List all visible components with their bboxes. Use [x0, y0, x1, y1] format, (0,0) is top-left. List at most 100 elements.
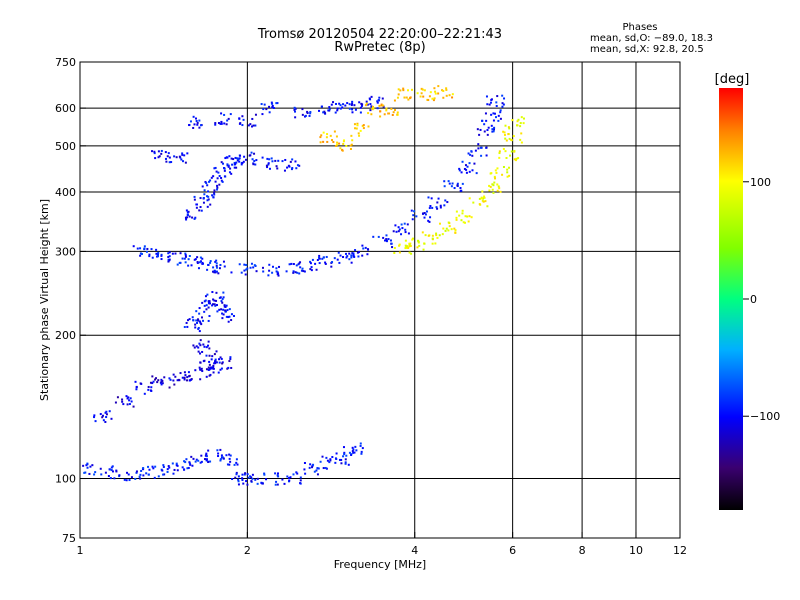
data-point: [160, 258, 163, 261]
data-point: [404, 247, 407, 250]
data-point: [183, 154, 186, 157]
data-point: [473, 162, 476, 165]
data-point: [368, 97, 371, 100]
data-point: [202, 319, 205, 322]
data-point: [398, 243, 401, 246]
data-point: [179, 252, 182, 255]
data-point: [271, 265, 274, 268]
data-point: [184, 461, 187, 464]
data-point: [417, 239, 420, 242]
data-point: [442, 96, 445, 99]
data-point: [223, 167, 226, 170]
data-point: [464, 215, 467, 218]
data-point: [323, 111, 326, 114]
data-point: [228, 453, 231, 456]
data-point: [220, 176, 223, 179]
data-point: [190, 378, 193, 381]
data-point: [184, 252, 187, 255]
data-point: [216, 449, 219, 452]
data-point: [200, 316, 203, 319]
data-point: [322, 131, 325, 134]
data-point: [228, 308, 231, 311]
data-point: [443, 180, 446, 183]
data-point: [268, 263, 271, 266]
data-point: [315, 469, 318, 472]
data-point: [191, 316, 194, 319]
data-point: [220, 367, 223, 370]
data-point: [219, 448, 222, 451]
data-point: [171, 462, 174, 465]
data-point: [172, 373, 175, 376]
data-point: [506, 171, 509, 174]
data-point: [212, 371, 215, 374]
data-point: [190, 455, 193, 458]
data-point: [198, 261, 201, 264]
data-point: [318, 254, 321, 257]
data-point: [291, 166, 294, 169]
data-point: [408, 245, 411, 248]
data-point: [312, 463, 315, 466]
data-point: [245, 268, 248, 271]
data-point: [219, 459, 222, 462]
data-point: [364, 104, 367, 107]
data-point: [127, 473, 130, 476]
data-point: [83, 471, 86, 474]
data-point: [88, 472, 91, 475]
data-point: [295, 264, 298, 267]
data-point: [205, 182, 208, 185]
data-point: [214, 180, 217, 183]
data-point: [272, 107, 275, 110]
data-point: [172, 379, 175, 382]
data-point: [299, 479, 302, 482]
data-point: [490, 124, 493, 127]
data-point: [237, 158, 240, 161]
data-point: [234, 156, 237, 159]
data-point: [451, 93, 454, 96]
data-point: [210, 366, 213, 369]
data-point: [377, 99, 380, 102]
data-point: [318, 109, 321, 112]
data-point: [228, 457, 231, 460]
data-point: [520, 132, 523, 135]
data-point: [372, 107, 375, 110]
data-point: [325, 456, 328, 459]
data-point: [458, 169, 461, 172]
data-point: [268, 269, 271, 272]
data-point: [238, 157, 241, 160]
data-point: [348, 252, 351, 255]
data-point: [315, 268, 318, 271]
data-point: [516, 124, 519, 127]
data-point: [265, 164, 268, 167]
data-point: [221, 362, 224, 365]
data-point: [227, 366, 230, 369]
data-point: [213, 167, 216, 170]
data-point: [234, 476, 237, 479]
data-point: [129, 397, 132, 400]
data-point: [247, 476, 250, 479]
data-point: [351, 102, 354, 105]
data-point: [348, 107, 351, 110]
data-point: [215, 266, 218, 269]
data-point: [148, 468, 151, 471]
data-point: [338, 458, 341, 461]
y-tick-label: 500: [55, 140, 76, 153]
data-point: [220, 179, 223, 182]
data-point: [238, 117, 241, 120]
data-point: [482, 197, 485, 200]
data-point: [444, 199, 447, 202]
data-point: [216, 310, 219, 313]
data-point: [232, 158, 235, 161]
data-point: [132, 245, 135, 248]
data-point: [448, 182, 451, 185]
data-point: [401, 227, 404, 230]
data-point: [496, 183, 499, 186]
data-point: [354, 249, 357, 252]
data-point: [318, 262, 321, 265]
x-tick-label: 10: [629, 544, 643, 557]
data-point: [267, 162, 270, 165]
data-point: [454, 229, 457, 232]
data-point: [344, 461, 347, 464]
data-point: [220, 454, 223, 457]
data-point: [331, 139, 334, 142]
data-point: [217, 371, 220, 374]
